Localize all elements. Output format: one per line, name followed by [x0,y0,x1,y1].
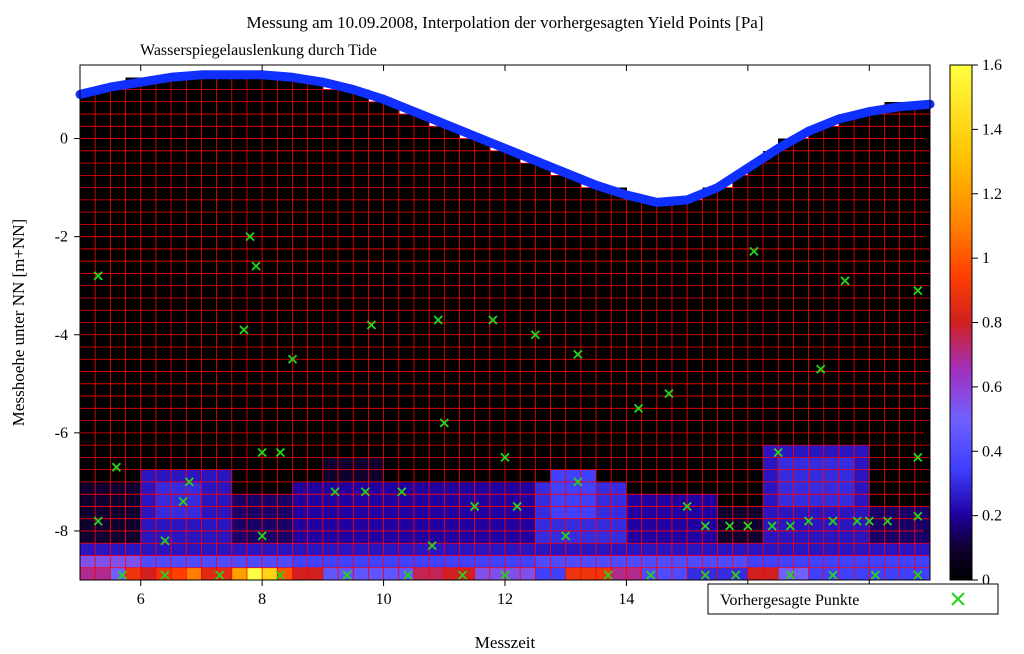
colorbar-tick-label: 1.4 [982,121,1002,138]
colorbar-tick-label: 1 [982,250,990,267]
colorbar-tick-label: 0.8 [982,315,1002,332]
chart-root: Messung am 10.09.2008, Interpolation der… [0,0,1024,654]
y-axis-label: Messhoehe unter NN [m+NN] [9,219,28,426]
legend-label: Vorhergesagte Punkte [720,592,859,609]
chart-title: Messung am 10.09.2008, Interpolation der… [247,13,764,32]
x-tick-label: 14 [618,591,634,608]
chart-svg: Messung am 10.09.2008, Interpolation der… [0,0,1024,654]
y-tick-label: -8 [55,523,68,540]
x-tick-label: 10 [376,591,392,608]
y-tick-label: -4 [55,327,68,344]
colorbar-tick-label: 0.4 [982,443,1002,460]
x-axis-label: Messzeit [475,633,536,652]
chart-subtitle: Wasserspiegelauslenkung durch Tide [140,42,377,59]
colorbar-tick-label: 1.6 [982,57,1002,74]
x-tick-label: 8 [258,591,266,608]
y-tick-label: -6 [55,425,68,442]
colorbar-tick-label: 1.2 [982,186,1002,203]
colorbar [950,65,972,580]
colorbar-tick-label: 0.6 [982,379,1002,396]
x-tick-label: 12 [497,591,513,608]
y-tick-label: 0 [60,131,68,148]
x-tick-label: 6 [137,591,145,608]
colorbar-tick-label: 0.2 [982,508,1002,525]
y-tick-label: -2 [55,229,68,246]
